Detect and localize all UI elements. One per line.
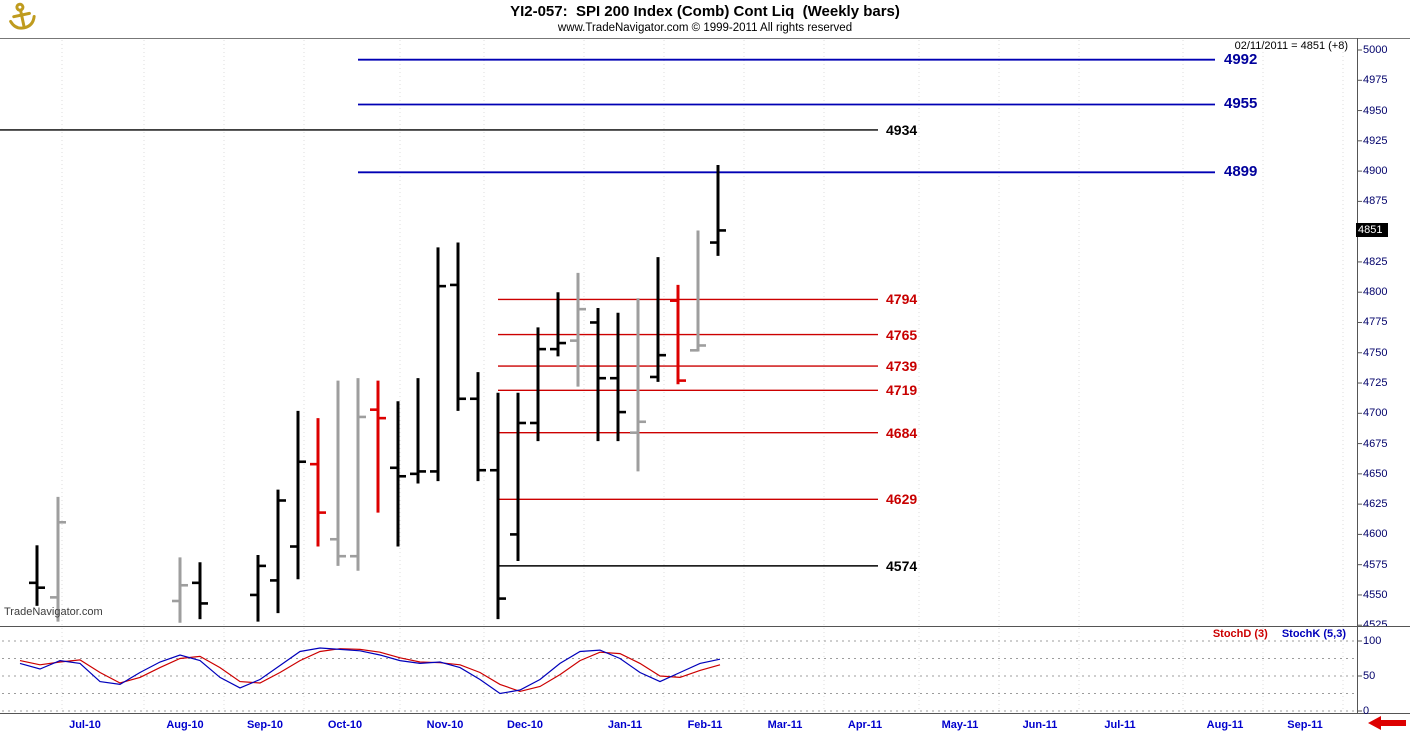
- price-axis: 5000497549504925490048754850482548004775…: [1363, 39, 1409, 626]
- level-label-4739: 4739: [886, 358, 918, 375]
- month-label: Mar-11: [767, 719, 803, 731]
- price-axis-label: 4550: [1363, 588, 1388, 601]
- price-axis-label: 4925: [1363, 134, 1388, 147]
- stochk-line: [19, 647, 721, 695]
- anchor-logo-icon: [3, 1, 41, 39]
- month-label: Aug-11: [1206, 719, 1244, 731]
- price-axis-label: 4750: [1363, 346, 1388, 359]
- stochk-legend-label: StochK (5,3): [1281, 628, 1346, 640]
- level-label-4719: 4719: [886, 382, 918, 399]
- level-label-4934: 4934: [886, 121, 918, 138]
- price-axis-label: 5000: [1363, 44, 1388, 56]
- price-axis-label: 4700: [1363, 407, 1388, 420]
- price-axis-label: 4600: [1363, 528, 1388, 541]
- stochd-line: [19, 648, 721, 693]
- price-axis-label: 4950: [1363, 104, 1388, 117]
- month-label: Feb-11: [687, 719, 723, 731]
- level-label-4574: 4574: [886, 557, 918, 574]
- price-axis-label: 4875: [1363, 195, 1388, 208]
- month-label: Sep-11: [1287, 719, 1323, 731]
- level-label-4992: 4992: [1224, 50, 1258, 68]
- month-label: Apr-11: [847, 719, 883, 731]
- month-label: Dec-10: [506, 719, 544, 731]
- month-label: May-11: [941, 719, 979, 731]
- price-axis-label: 4800: [1363, 286, 1388, 299]
- month-label: Oct-10: [327, 719, 363, 731]
- level-label-4794: 4794: [886, 291, 918, 308]
- price-axis-label: 4725: [1363, 377, 1388, 390]
- level-label-4629: 4629: [886, 491, 918, 508]
- price-axis-label: 4975: [1363, 74, 1388, 87]
- level-label-4955: 4955: [1224, 95, 1258, 113]
- price-axis-label: 4525: [1363, 619, 1388, 626]
- price-axis-label: 4625: [1363, 498, 1388, 511]
- level-label-4765: 4765: [886, 326, 918, 343]
- stoch-legend: StochD (3) StochK (5,3): [1213, 628, 1346, 640]
- month-label: Jul-11: [1104, 719, 1136, 731]
- level-label-4684: 4684: [886, 424, 918, 441]
- month-label: Sep-10: [246, 719, 284, 731]
- price-axis-label: 4650: [1363, 467, 1388, 480]
- price-axis-label: 4775: [1363, 316, 1388, 329]
- current-price-badge: 4851: [1356, 223, 1388, 238]
- price-axis-label: 4900: [1363, 165, 1388, 178]
- stoch-axis-label: 0: [1363, 705, 1370, 717]
- price-axis-label: 4675: [1363, 437, 1388, 450]
- month-label: Jan-11: [607, 719, 643, 731]
- month-label: Jun-11: [1022, 719, 1058, 731]
- price-axis-label: 4825: [1363, 255, 1388, 268]
- month-label: Jul-10: [69, 719, 101, 731]
- watermark: TradeNavigator.com: [4, 606, 103, 618]
- stochd-legend-label: StochD (3): [1212, 628, 1268, 640]
- stoch-axis-label: 100: [1363, 635, 1382, 647]
- last-quote-annotation: 02/11/2011 = 4851 (+8): [1234, 40, 1348, 52]
- stoch-axis-label: 50: [1363, 670, 1376, 682]
- month-label: Nov-10: [426, 719, 464, 731]
- scroll-left-arrow-icon[interactable]: [1368, 715, 1408, 731]
- copyright-line: www.TradeNavigator.com © 1999-2011 All r…: [557, 22, 853, 34]
- level-label-4899: 4899: [1224, 163, 1258, 181]
- price-axis-label: 4575: [1363, 558, 1388, 571]
- chart-title: YI2-057: SPI 200 Index (Comb) Cont Liq (…: [510, 3, 900, 20]
- month-label: Aug-10: [166, 719, 204, 731]
